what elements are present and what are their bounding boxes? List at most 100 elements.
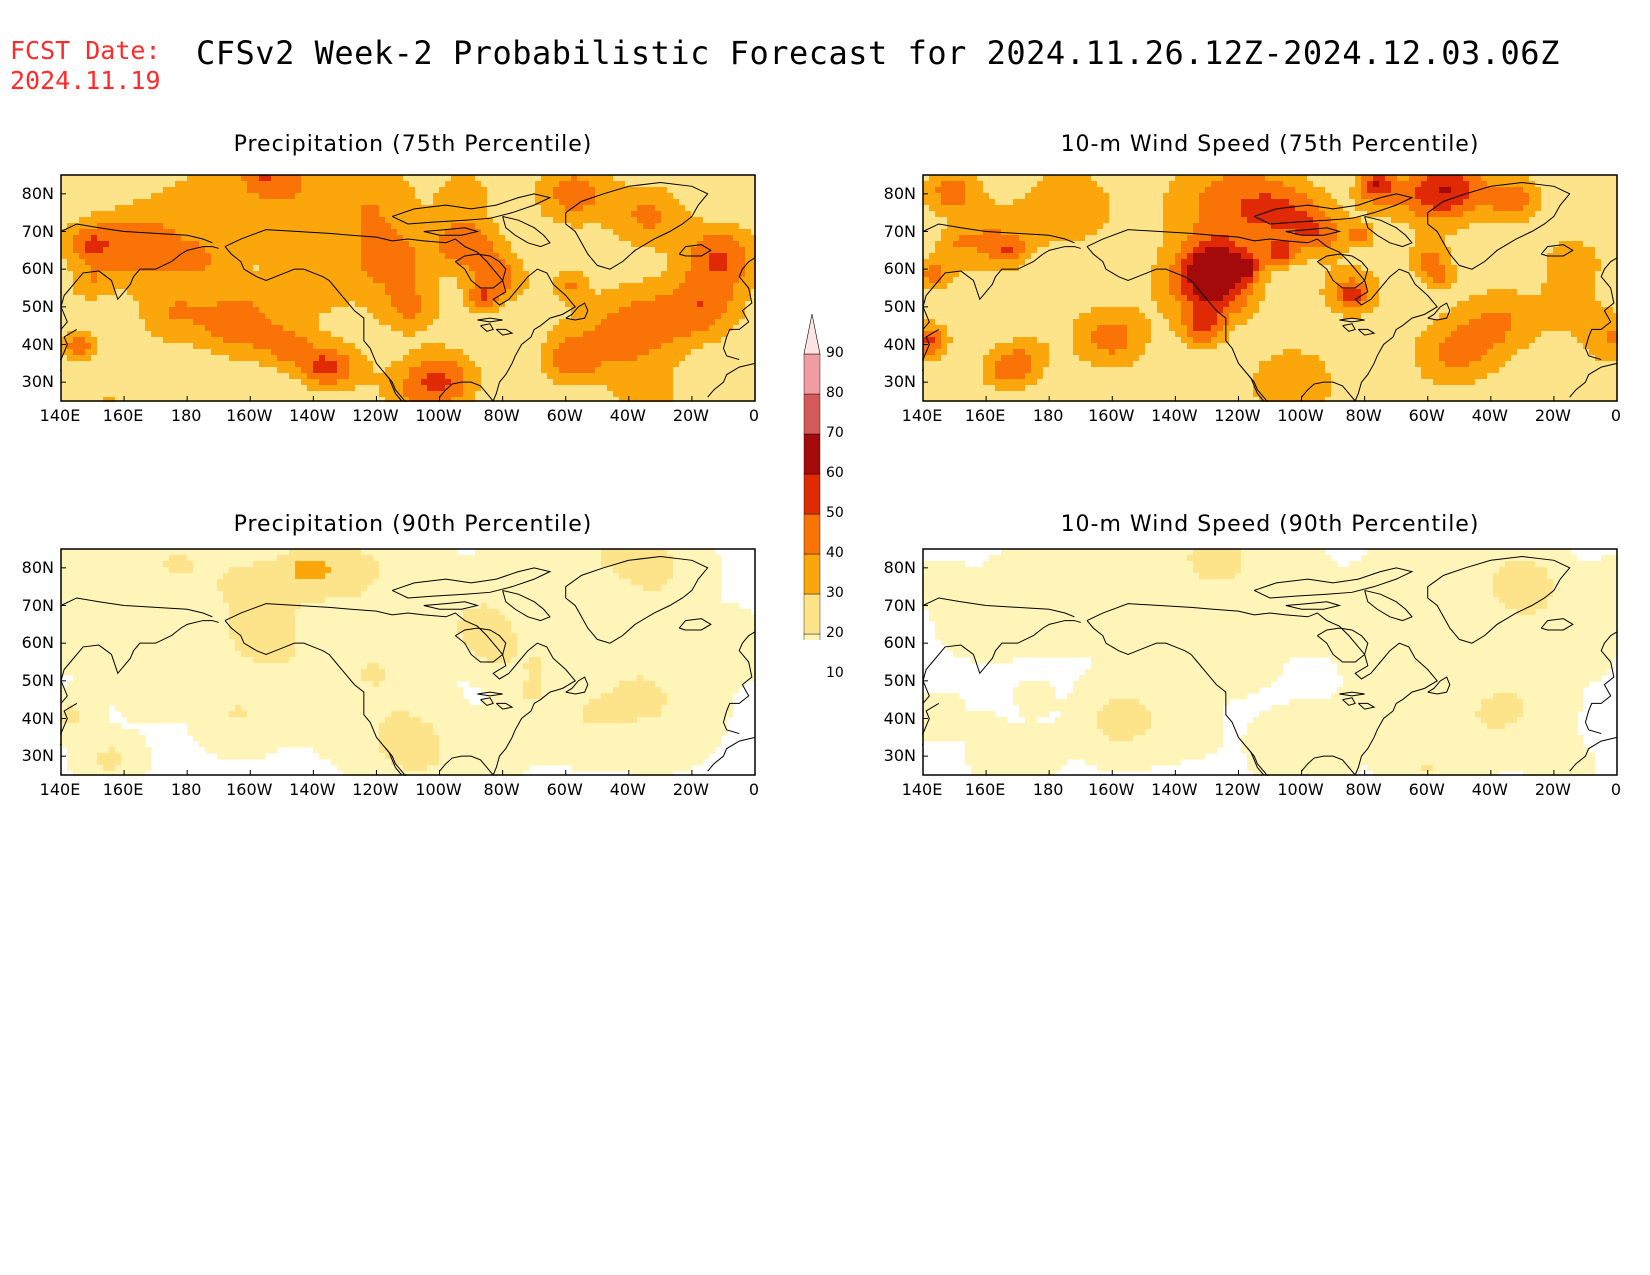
probability-shading [923, 549, 1618, 776]
lon-label: 180 [1032, 406, 1064, 425]
lat-label: 50N [883, 670, 916, 690]
lon-label: 0 [748, 406, 760, 425]
lon-label: 140E [901, 406, 943, 425]
coastline-segment [1364, 215, 1413, 248]
lat-label: 30N [883, 372, 916, 392]
lon-label: 80W [483, 406, 520, 425]
lon-label: 160W [226, 406, 273, 425]
coastline-segment [1357, 702, 1376, 710]
coastline-segment [455, 253, 507, 289]
coastline-segment [707, 362, 756, 398]
lon-label: 0 [1610, 780, 1622, 799]
colorbar-segment [803, 633, 821, 675]
panel-title-p3: Precipitation (90th Percentile) [233, 512, 593, 537]
lon-label: 60W [1408, 406, 1445, 425]
lon-label: 140W [289, 780, 336, 799]
lon-label: 120W [1214, 780, 1261, 799]
colorbar-segment [803, 313, 821, 355]
lon-label: 160E [964, 780, 1006, 799]
forecast-date-block: FCST Date: 2024.11.19 [10, 36, 161, 96]
lon-label: 0 [748, 780, 760, 799]
lon-label: 100W [415, 406, 462, 425]
colorbar-segment [803, 353, 821, 395]
coastline-segment [477, 317, 503, 323]
lon-label: 140W [1151, 780, 1198, 799]
coastline-segment [423, 227, 480, 236]
main-title: CFSv2 Week-2 Probabilistic Forecast for … [196, 34, 1560, 72]
coastline-segment [565, 302, 589, 321]
lon-label: 160E [102, 406, 144, 425]
map-frame [922, 548, 1618, 776]
coastline-segment [1569, 362, 1618, 398]
map-svg-p4 [922, 548, 1618, 776]
coastline-segment [439, 755, 494, 776]
lon-label: 160W [1088, 406, 1135, 425]
colorbar-label: 60 [826, 465, 844, 481]
map-p1 [60, 174, 756, 402]
colorbar-segment [803, 553, 821, 595]
coastline-segment [1427, 556, 1571, 644]
colorbar-label: 70 [826, 425, 844, 441]
colorbar-segment [803, 513, 821, 555]
coastline-segment [60, 223, 213, 244]
map-p2 [922, 174, 1618, 402]
lon-label: 120W [352, 780, 399, 799]
colorbar-label: 90 [826, 345, 844, 361]
lon-label: 40W [1471, 406, 1508, 425]
coastline-segment [1086, 229, 1438, 402]
lon-label: 180 [170, 780, 202, 799]
lon-label: 40W [609, 780, 646, 799]
lat-label: 50N [21, 296, 54, 316]
coastlines [922, 182, 1618, 402]
coastline-segment [922, 597, 1075, 618]
lon-label: 140E [39, 780, 81, 799]
coastline-segment [1247, 374, 1269, 402]
map-p3 [60, 548, 756, 776]
coastline-segment [678, 618, 712, 631]
colorbar-label: 80 [826, 385, 844, 401]
colorbar-segment [803, 433, 821, 475]
panel-title-p4: 10-m Wind Speed (90th Percentile) [1060, 512, 1480, 537]
coastline-segment [455, 627, 507, 663]
lat-label: 70N [21, 221, 54, 241]
lon-label: 20W [1534, 406, 1571, 425]
coastline-segment [1339, 317, 1365, 323]
map-svg-p1 [60, 174, 756, 402]
coastline-segment [224, 620, 403, 776]
lat-label: 80N [21, 183, 54, 203]
coastline-segment [502, 215, 551, 248]
coastline-segment [495, 702, 514, 710]
coastline-segment [480, 697, 494, 706]
lon-label: 80W [483, 780, 520, 799]
lon-label: 180 [1032, 780, 1064, 799]
lon-label: 60W [546, 780, 583, 799]
lon-label: 100W [415, 780, 462, 799]
panel-title-p2: 10-m Wind Speed (75th Percentile) [1060, 132, 1480, 157]
lon-label: 180 [170, 406, 202, 425]
coastline-segment [60, 246, 219, 330]
lon-label: 160W [1088, 780, 1135, 799]
coastline-segment [722, 257, 756, 361]
colorbar-label: 30 [826, 585, 844, 601]
lon-label: 80W [1345, 780, 1382, 799]
coastline-segment [1569, 736, 1618, 772]
lon-label: 60W [1408, 780, 1445, 799]
coastline-segment [224, 603, 576, 776]
colorbar-label: 50 [826, 505, 844, 521]
coastline-segment [1342, 323, 1356, 332]
colorbar-label: 10 [826, 665, 844, 681]
coastline-segment [1540, 244, 1574, 257]
coastlines [922, 556, 1618, 776]
coastline-segment [1584, 257, 1618, 361]
lat-label: 60N [883, 633, 916, 653]
coastline-segment [922, 329, 940, 360]
probability-shading [61, 549, 756, 776]
coastlines [60, 182, 756, 402]
lon-label: 140E [39, 406, 81, 425]
lon-label: 160E [102, 780, 144, 799]
coastline-segment [60, 329, 78, 360]
coastline-segment [922, 620, 1081, 704]
coastline-segment [502, 589, 551, 622]
lon-label: 20W [1534, 780, 1571, 799]
colorbar-segment [803, 473, 821, 515]
